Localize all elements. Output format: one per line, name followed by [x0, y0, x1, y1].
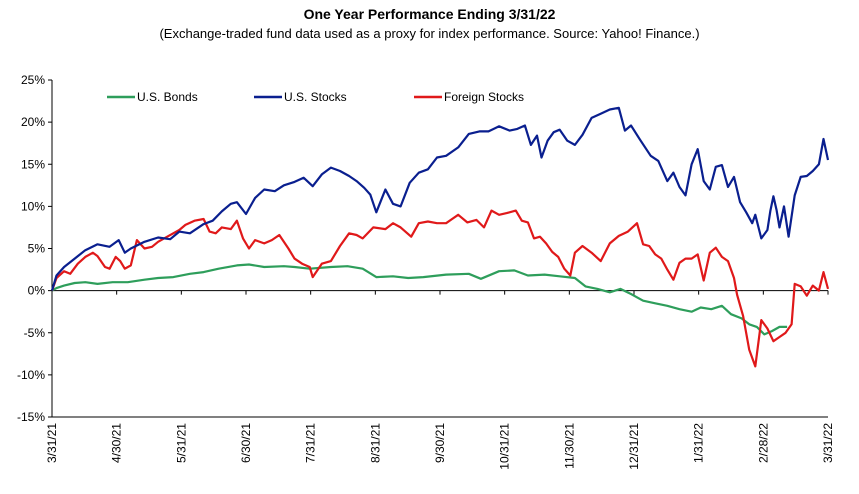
legend: U.S. Bonds U.S. Stocks Foreign Stocks	[107, 90, 524, 104]
x-tick-label: 3/31/22	[821, 423, 835, 463]
x-tick-label: 9/30/21	[433, 423, 447, 463]
series-line-u-s-stocks	[50, 106, 830, 291]
series-layer	[50, 106, 830, 368]
x-tick-label: 3/31/21	[45, 423, 59, 463]
y-tick-label: 15%	[21, 157, 45, 171]
x-tick-label: 6/30/21	[239, 423, 253, 463]
x-tick-label: 8/31/21	[368, 423, 382, 463]
x-tick-label: 7/31/21	[304, 423, 318, 463]
x-tick-label: 1/31/22	[692, 423, 706, 463]
x-tick-label: 4/30/21	[110, 423, 124, 463]
chart-title: One Year Performance Ending 3/31/22	[303, 6, 556, 22]
x-tick-label: 12/31/21	[627, 423, 641, 470]
y-tick-label: -5%	[24, 326, 46, 340]
x-tick-label: 5/31/21	[174, 423, 188, 463]
legend-label: U.S. Stocks	[284, 90, 347, 104]
y-tick-label: 10%	[21, 199, 45, 213]
chart-subtitle: (Exchange-traded fund data used as a pro…	[159, 26, 700, 41]
y-tick-label: 0%	[28, 284, 46, 298]
y-tick-label: -15%	[17, 410, 45, 424]
y-tick-label: 25%	[21, 73, 45, 87]
legend-label: U.S. Bonds	[137, 90, 198, 104]
x-tick-label: 11/30/21	[562, 423, 576, 469]
x-tick-label: 10/31/21	[498, 423, 512, 470]
axes: 25% 20% 15% 10% 5% 0% -5% -10% -15%3/31/21 4/30/2…	[17, 73, 835, 470]
y-tick-label: 20%	[21, 115, 45, 129]
legend-label: Foreign Stocks	[444, 90, 524, 104]
y-tick-label: -10%	[17, 368, 45, 382]
series-line-u-s-bonds	[51, 263, 788, 336]
x-tick-label: 2/28/22	[756, 423, 770, 463]
y-tick-label: 5%	[28, 242, 46, 256]
series-line-foreign-stocks	[50, 209, 830, 368]
